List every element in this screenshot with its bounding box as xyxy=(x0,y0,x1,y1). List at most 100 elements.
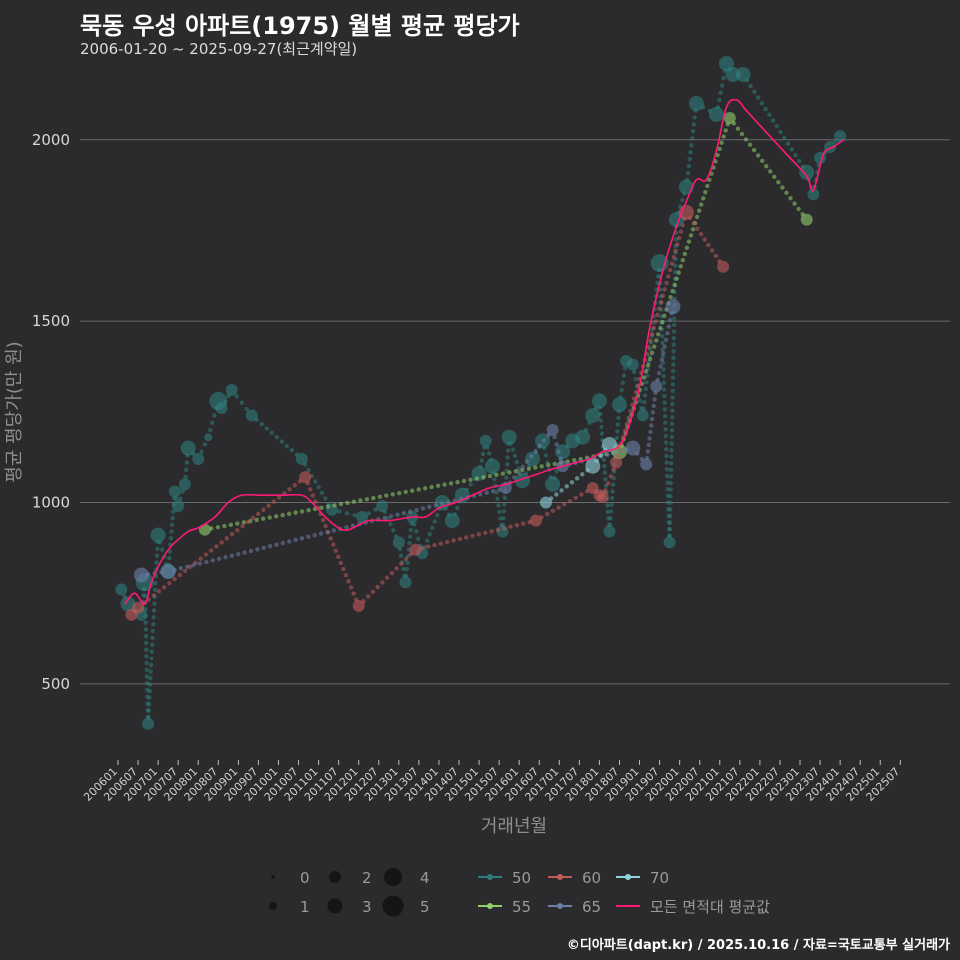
trail-dot xyxy=(642,393,648,398)
data-point xyxy=(596,491,609,504)
trail-dot xyxy=(662,407,668,412)
trail-dot xyxy=(658,287,663,292)
trail-dot xyxy=(672,282,677,288)
trail-dot xyxy=(662,393,667,399)
trail-dot xyxy=(667,527,673,532)
data-point xyxy=(444,513,460,529)
trail-dot xyxy=(371,495,376,501)
trail-dot xyxy=(692,115,697,120)
data-point xyxy=(591,393,607,409)
trail-dot xyxy=(545,511,550,517)
data-point xyxy=(142,717,155,730)
trail-dot xyxy=(199,449,204,454)
legend-swatch-dot xyxy=(487,903,493,909)
trail-dot xyxy=(706,242,711,248)
trail-dot xyxy=(250,515,256,521)
trail-dot xyxy=(649,423,654,428)
data-point xyxy=(352,599,365,612)
trail-dot xyxy=(694,214,700,220)
trail-dot xyxy=(654,338,659,343)
trail-dot xyxy=(351,591,356,596)
trail-dot xyxy=(308,487,313,492)
trail-dot xyxy=(663,440,669,445)
trail-dot xyxy=(391,528,396,533)
trail-dot xyxy=(412,522,417,527)
size-legend-marker xyxy=(271,875,275,879)
trail-dot xyxy=(228,522,234,528)
trail-dot xyxy=(208,427,213,433)
trail-dot xyxy=(388,514,394,519)
trail-dot xyxy=(676,235,682,241)
trail-dot xyxy=(774,124,780,129)
legend-swatch-dot xyxy=(625,874,631,880)
trail-dot xyxy=(605,452,610,457)
trail-dot xyxy=(668,494,673,499)
trail-dot xyxy=(514,459,519,465)
trail-dot xyxy=(242,550,247,555)
trail-dot xyxy=(403,556,409,562)
trail-dot xyxy=(668,500,673,506)
trail-dot xyxy=(407,534,413,539)
trail-dot xyxy=(615,429,620,434)
trail-dot xyxy=(752,89,757,94)
data-point xyxy=(717,260,730,273)
trail-dot xyxy=(670,401,675,407)
trail-dot xyxy=(610,482,616,487)
trail-dot xyxy=(778,129,783,135)
trail-dot xyxy=(474,476,480,481)
trail-dot xyxy=(284,443,290,449)
trail-dot xyxy=(197,561,203,566)
trail-dot xyxy=(384,575,390,580)
trail-dot xyxy=(661,380,667,385)
data-point xyxy=(215,402,228,415)
trail-dot xyxy=(280,512,285,518)
trail-dot xyxy=(671,355,676,361)
trail-dot xyxy=(546,462,551,468)
trail-dot xyxy=(678,264,683,269)
trail-dot xyxy=(398,553,404,558)
trail-dot xyxy=(641,375,647,380)
trail-dot xyxy=(337,509,342,514)
trail-dot xyxy=(516,469,521,475)
trail-dot xyxy=(468,482,473,487)
data-point xyxy=(150,527,166,543)
trail-dot xyxy=(637,398,643,404)
trail-dot xyxy=(671,362,676,367)
trail-dot xyxy=(370,589,376,595)
trail-dot xyxy=(526,466,531,471)
trail-dot xyxy=(271,499,277,504)
trail-dot xyxy=(709,248,715,253)
trail-dot xyxy=(267,544,273,549)
trail-dot xyxy=(559,488,564,493)
trail-dot xyxy=(178,496,183,502)
trail-dot xyxy=(533,465,538,470)
chart-title: 묵동 우성 아파트(1975) 월별 평균 평당가 xyxy=(80,12,520,40)
trail-dot xyxy=(401,510,407,516)
trail-dot xyxy=(645,449,651,454)
trail-dot xyxy=(312,532,317,538)
trail-dot xyxy=(664,447,669,452)
trail-dot xyxy=(494,490,499,495)
trail-dot xyxy=(680,257,686,263)
trail-dot xyxy=(382,515,387,521)
y-tick-label: 2000 xyxy=(32,131,70,149)
series-avg xyxy=(124,98,844,605)
trail-dot xyxy=(495,527,501,532)
trail-dot xyxy=(608,509,614,514)
trail-dot xyxy=(755,95,761,100)
trail-dot xyxy=(328,536,333,541)
trail-dot xyxy=(671,329,677,334)
trail-dot xyxy=(147,695,152,700)
trail-dot xyxy=(403,489,408,495)
trail-dot xyxy=(313,479,318,484)
trail-dot xyxy=(664,467,670,472)
trail-dot xyxy=(691,221,696,226)
data-point xyxy=(356,510,369,523)
trail-dot xyxy=(505,461,510,467)
trail-dot xyxy=(621,373,627,378)
trail-dot xyxy=(669,461,674,466)
trail-dot xyxy=(670,415,675,420)
trail-dot xyxy=(236,551,241,557)
trail-dot xyxy=(672,316,677,321)
legend-item-s70: 70 xyxy=(616,869,669,887)
